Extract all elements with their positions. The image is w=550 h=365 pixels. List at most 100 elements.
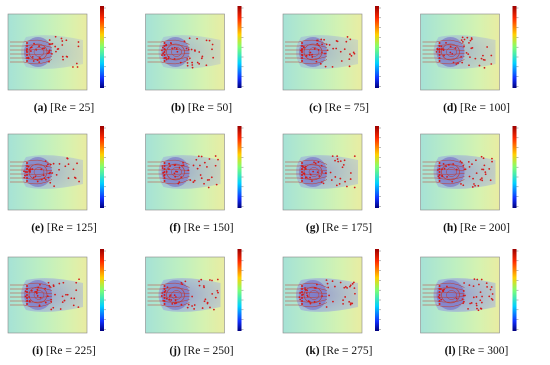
particle — [309, 302, 312, 305]
panel-caption: [Re = 25] — [50, 102, 94, 114]
particle — [39, 296, 42, 299]
particle — [44, 287, 47, 290]
particle — [163, 165, 166, 167]
particle — [438, 288, 441, 290]
streamline — [147, 59, 190, 65]
particle — [484, 173, 487, 176]
caption: (e) [Re = 125] — [31, 222, 97, 234]
particle — [78, 180, 80, 183]
particle — [160, 295, 163, 297]
streamline — [285, 56, 328, 60]
particle — [460, 55, 463, 58]
vortex — [166, 43, 185, 61]
particle — [309, 176, 311, 179]
streamline — [10, 179, 53, 185]
particle — [24, 295, 27, 298]
particle — [47, 163, 49, 166]
colorbar — [512, 249, 517, 331]
particle — [50, 298, 53, 301]
particle — [168, 162, 171, 165]
particle — [186, 62, 189, 64]
vortex — [171, 47, 182, 57]
particle — [312, 170, 315, 173]
particle — [303, 46, 305, 49]
particle — [168, 168, 170, 170]
particle — [202, 285, 205, 287]
particle — [61, 44, 64, 46]
particle — [308, 54, 311, 56]
particle — [349, 53, 351, 56]
particle — [351, 282, 354, 285]
particle — [480, 155, 483, 158]
particle — [460, 161, 463, 164]
particle — [438, 171, 441, 173]
particle — [334, 176, 337, 178]
vortex — [33, 47, 45, 57]
particle — [340, 60, 343, 62]
particle — [321, 295, 323, 297]
particle — [205, 64, 208, 67]
particle — [311, 180, 313, 183]
particle — [349, 178, 352, 180]
particle — [163, 288, 166, 290]
particle — [318, 302, 321, 305]
particle — [348, 58, 351, 60]
streamline — [422, 176, 465, 180]
particle — [36, 59, 39, 61]
particle — [331, 280, 334, 283]
particle — [467, 160, 470, 163]
streamline — [285, 59, 328, 65]
particle — [309, 51, 312, 54]
particle — [317, 49, 320, 51]
particle — [318, 175, 321, 177]
particle — [451, 53, 454, 55]
particle — [206, 179, 209, 181]
particle — [212, 56, 215, 59]
streamline — [10, 39, 53, 45]
streamline — [147, 159, 190, 165]
streamline — [422, 287, 465, 291]
particle — [346, 287, 349, 289]
particle — [438, 294, 441, 296]
particle — [163, 45, 166, 47]
particle — [42, 174, 45, 177]
streamline — [285, 169, 328, 171]
particle — [23, 170, 25, 173]
particle — [203, 286, 205, 289]
vortex — [171, 290, 182, 300]
particle — [216, 278, 219, 281]
particle — [203, 300, 206, 303]
caption: (d) [Re = 100] — [443, 102, 510, 114]
particle — [173, 172, 176, 175]
particle — [176, 50, 179, 53]
particle — [187, 303, 190, 306]
particle — [63, 299, 66, 302]
particle — [198, 284, 201, 287]
particle — [309, 173, 312, 176]
particle — [348, 300, 351, 303]
particle — [445, 41, 447, 44]
particle — [217, 158, 219, 161]
particle — [475, 172, 478, 175]
particle — [446, 285, 448, 288]
streamline — [10, 164, 53, 168]
particle — [66, 293, 69, 296]
particle — [451, 180, 454, 183]
streamline — [147, 169, 190, 171]
streamline — [147, 179, 190, 185]
panel: (k) [Re = 275] — [282, 249, 381, 357]
particle — [301, 60, 303, 62]
particle — [41, 47, 44, 50]
particle — [331, 65, 334, 68]
particle — [163, 51, 166, 53]
particle — [207, 186, 210, 189]
particle — [28, 170, 31, 173]
particle — [26, 291, 28, 293]
panel-label: (h) — [443, 222, 457, 234]
particle — [186, 58, 189, 60]
particle — [214, 155, 217, 157]
particle — [163, 300, 166, 302]
particle — [345, 185, 348, 188]
particle — [462, 302, 465, 305]
particle — [191, 61, 194, 64]
